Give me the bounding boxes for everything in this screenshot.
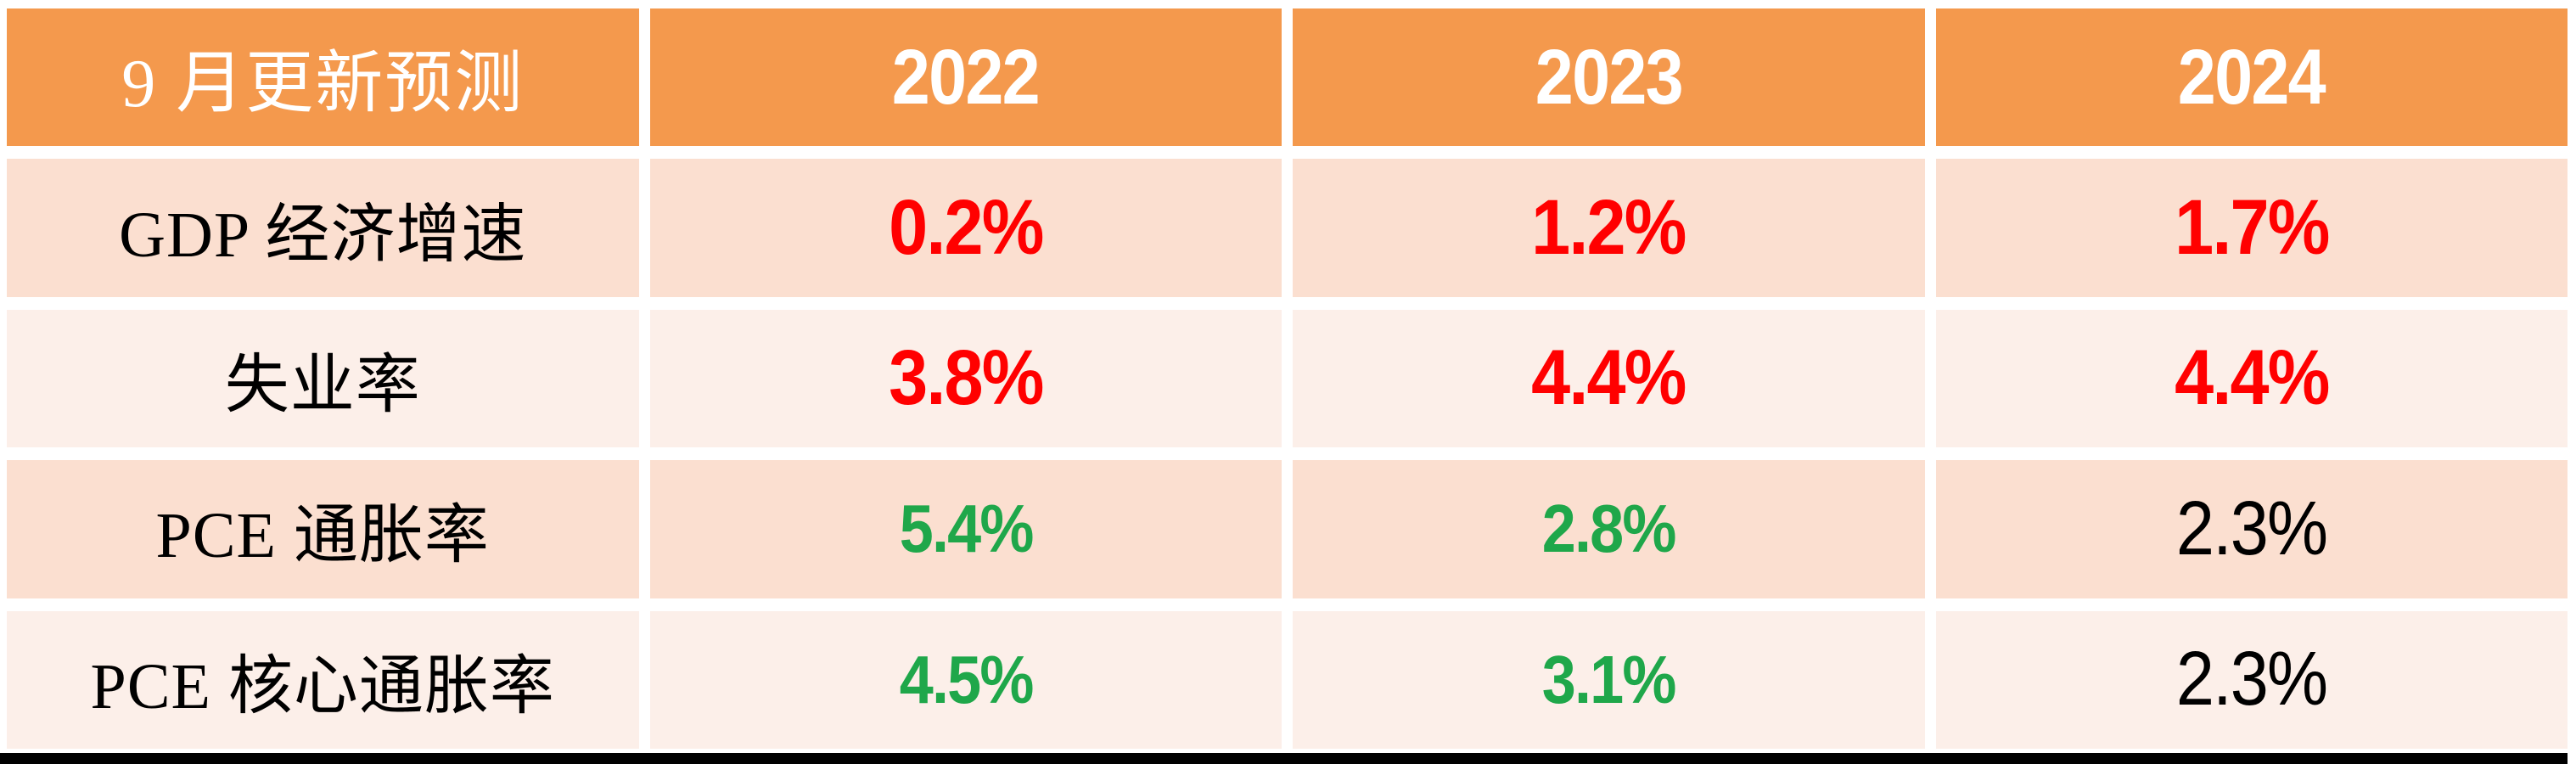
table-cell-unemployment-2022: 3.8% bbox=[649, 309, 1282, 448]
cell-value: 1.7% bbox=[2174, 184, 2330, 272]
year-header-label: 2024 bbox=[2178, 33, 2326, 121]
cell-value: 4.5% bbox=[899, 641, 1034, 717]
cell-value: 3.8% bbox=[888, 334, 1044, 422]
table-cell-gdp-2023: 1.2% bbox=[1293, 159, 1925, 297]
cell-value: 0.2% bbox=[888, 184, 1044, 272]
cell-value: 3.1% bbox=[1541, 641, 1677, 717]
year-header-label: 2022 bbox=[892, 33, 1041, 121]
bottom-border-bar bbox=[0, 753, 2568, 764]
year-header-label: 2023 bbox=[1535, 33, 1684, 121]
table-cell-gdp-2022: 0.2% bbox=[649, 159, 1282, 297]
row-label-unemployment: 失业率 bbox=[7, 309, 639, 448]
cell-value: 4.4% bbox=[2174, 334, 2330, 422]
row-label-gdp-growth: GDP 经济增速 bbox=[7, 159, 639, 297]
table-cell-pce-2022: 5.4% bbox=[649, 460, 1282, 598]
cell-value: 4.4% bbox=[1531, 334, 1686, 422]
forecast-table: 9 月更新预测 2022 2023 2024 GDP 经济增速 0.2% 1.2… bbox=[7, 8, 2568, 749]
cell-value: 5.4% bbox=[899, 491, 1034, 567]
table-cell-unemployment-2023: 4.4% bbox=[1293, 309, 1925, 448]
cell-value: 2.3% bbox=[2176, 486, 2328, 571]
cell-value: 2.8% bbox=[1541, 491, 1677, 567]
table-cell-pce-core-2024: 2.3% bbox=[1935, 610, 2568, 749]
table-cell-pce-core-2023: 3.1% bbox=[1293, 610, 1925, 749]
table-title-cell: 9 月更新预测 bbox=[7, 8, 639, 147]
year-header-2022: 2022 bbox=[649, 8, 1282, 147]
row-label-pce-core-inflation: PCE 核心通胀率 bbox=[7, 610, 639, 749]
year-header-2024: 2024 bbox=[1935, 8, 2568, 147]
table-cell-gdp-2024: 1.7% bbox=[1935, 159, 2568, 297]
table-cell-pce-core-2022: 4.5% bbox=[649, 610, 1282, 749]
table-cell-unemployment-2024: 4.4% bbox=[1935, 309, 2568, 448]
table-cell-pce-2024: 2.3% bbox=[1935, 460, 2568, 598]
cell-value: 1.2% bbox=[1531, 184, 1686, 272]
row-label-pce-inflation: PCE 通胀率 bbox=[7, 460, 639, 598]
year-header-2023: 2023 bbox=[1293, 8, 1925, 147]
table-cell-pce-2023: 2.8% bbox=[1293, 460, 1925, 598]
cell-value: 2.3% bbox=[2176, 637, 2328, 722]
